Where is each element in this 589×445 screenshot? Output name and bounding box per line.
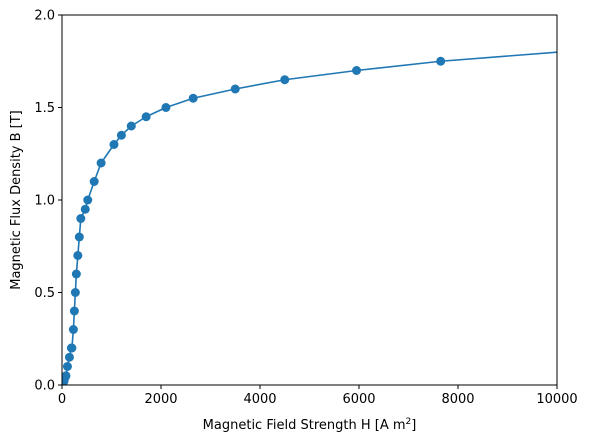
- data-point: [76, 214, 86, 223]
- x-tick-label: 0: [58, 392, 66, 407]
- y-tick-label: 1.0: [34, 194, 55, 209]
- data-point: [62, 371, 71, 381]
- y-tick-label: 0.5: [34, 286, 55, 301]
- data-point: [70, 288, 80, 297]
- data-point: [116, 130, 126, 140]
- y-axis-label: Magnetic Flux Density B [T]: [9, 110, 24, 290]
- x-tick-label: 6000: [342, 392, 375, 407]
- y-tick-label: 2.0: [34, 9, 55, 24]
- data-point: [89, 177, 99, 186]
- data-point: [280, 75, 290, 85]
- data-point: [83, 195, 93, 205]
- data-point: [62, 362, 72, 371]
- data-point: [69, 306, 79, 316]
- data-point: [64, 352, 74, 362]
- data-point: [74, 232, 84, 242]
- data-point: [161, 103, 171, 112]
- data-point: [109, 140, 119, 149]
- data-point: [352, 66, 362, 75]
- data-point: [230, 84, 240, 94]
- x-tick-label: 2000: [144, 392, 177, 407]
- data-point: [68, 325, 78, 334]
- data-point: [96, 158, 106, 168]
- x-tick-label: 8000: [441, 392, 474, 407]
- data-point: [80, 204, 90, 214]
- data-point: [71, 269, 81, 279]
- x-tick-label: 4000: [243, 392, 276, 407]
- y-tick-label: 1.5: [34, 101, 55, 116]
- data-point: [67, 343, 77, 353]
- data-point: [73, 251, 83, 260]
- x-axis-label: Magnetic Field Strength H [A m2]: [203, 417, 417, 433]
- data-point: [436, 56, 446, 66]
- data-point: [126, 121, 136, 131]
- y-tick-label: 0.0: [34, 379, 55, 394]
- data-point: [188, 93, 198, 103]
- plot-area: [62, 15, 557, 385]
- data-point: [141, 112, 151, 122]
- x-tick-label: 10000: [536, 392, 577, 407]
